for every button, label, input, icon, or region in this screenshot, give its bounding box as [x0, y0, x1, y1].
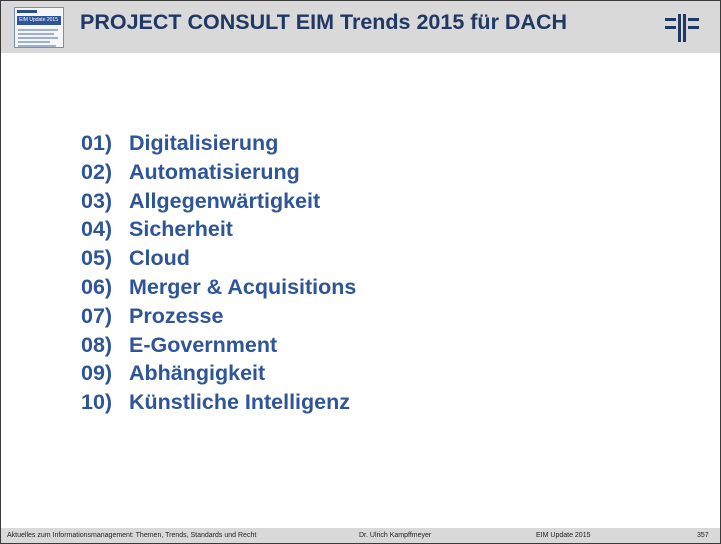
page-title: PROJECT CONSULT EIM Trends 2015 für DACH	[80, 10, 568, 34]
thumbnail-line	[18, 45, 56, 47]
thumbnail-line	[18, 41, 50, 43]
item-number: 06)	[81, 274, 113, 299]
thumbnail-banner: EIM Update 2015	[17, 16, 61, 25]
item-number: 10)	[81, 390, 113, 415]
thumbnail-line	[18, 37, 58, 39]
item-number: 02)	[81, 159, 113, 184]
list-item: 04) Sicherheit	[81, 215, 356, 244]
item-label: Digitalisierung	[129, 131, 279, 155]
item-label: Abhängigkeit	[129, 361, 266, 386]
thumbnail-label: EIM Update 2015	[19, 17, 58, 23]
footer-bar: Aktuelles zum Informationsmanagement: Th…	[1, 528, 720, 543]
item-number: 08)	[81, 332, 113, 357]
item-number: 07)	[81, 303, 113, 328]
list-item: 07) Prozesse	[81, 302, 356, 331]
project-consult-logo-icon	[665, 14, 699, 42]
item-number: 04)	[81, 217, 113, 242]
footer-event: EIM Update 2015	[536, 532, 591, 539]
thumbnail-line	[18, 29, 58, 31]
item-number: 05)	[81, 246, 113, 271]
item-label: Allgegenwärtigkeit	[129, 188, 321, 213]
thumbnail-line	[18, 33, 54, 35]
footer-topic: Aktuelles zum Informationsmanagement: Th…	[7, 532, 257, 539]
footer-author: Dr. Ulrich Kampffmeyer	[359, 532, 432, 539]
list-item: 02) Automatisierung	[81, 158, 356, 187]
eim-update-thumbnail: EIM Update 2015	[14, 7, 64, 48]
item-number: 01)	[81, 131, 113, 155]
list-item: 10) Künstliche Intelligenz	[81, 388, 356, 417]
item-label: Künstliche Intelligenz	[129, 390, 350, 415]
item-label: Merger & Acquisitions	[129, 274, 357, 299]
thumbnail-top-strip	[17, 10, 37, 13]
list-item: 08) E-Government	[81, 331, 356, 360]
item-number: 09)	[81, 361, 113, 386]
list-item: 09) Abhängigkeit	[81, 359, 356, 388]
trend-list: 01) Digitalisierung 02) Automatisierung 03…	[81, 129, 356, 417]
item-label: Automatisierung	[129, 159, 300, 184]
item-label: E-Government	[129, 332, 278, 357]
item-label: Cloud	[129, 246, 190, 271]
item-label: Sicherheit	[129, 217, 233, 242]
header-bar: EIM Update 2015 PROJECT CONSULT EIM Tren…	[1, 1, 720, 53]
list-item: 06) Merger & Acquisitions	[81, 273, 356, 302]
item-label: Prozesse	[129, 303, 224, 328]
list-item: 03) Allgegenwärtigkeit	[81, 187, 356, 216]
page-number: 357	[697, 532, 709, 539]
item-number: 03)	[81, 188, 113, 213]
list-item: 01) Digitalisierung	[81, 129, 356, 158]
list-item: 05) Cloud	[81, 244, 356, 273]
